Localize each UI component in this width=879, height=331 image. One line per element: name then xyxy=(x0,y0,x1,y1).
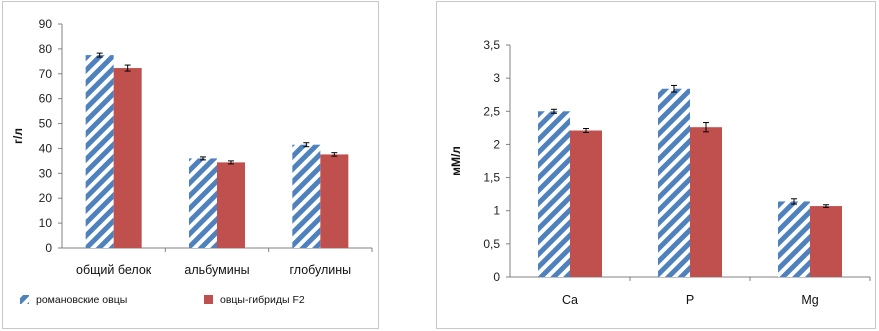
y-tick-label: 0 xyxy=(45,241,52,255)
y-tick-label: 1,5 xyxy=(483,171,500,185)
x-category-label: Mg xyxy=(801,293,818,307)
x-category-label: P xyxy=(686,293,694,307)
legend-swatch xyxy=(204,295,213,304)
y-tick-label: 90 xyxy=(39,17,53,31)
y-tick-label: 0 xyxy=(493,270,500,284)
y-tick-label: 2,5 xyxy=(483,104,500,118)
bar-series1 xyxy=(86,55,114,248)
y-axis-label: мМ/л xyxy=(449,146,463,176)
y-tick-label: 80 xyxy=(39,42,53,56)
bar-series1 xyxy=(189,158,217,248)
bar-series2 xyxy=(114,68,142,248)
y-axis-label: г/л xyxy=(11,128,25,144)
bar-series1 xyxy=(658,89,690,277)
y-tick-label: 0,5 xyxy=(483,237,500,251)
y-tick-label: 3 xyxy=(493,71,500,85)
legend-label: овцы-гибриды F2 xyxy=(220,294,305,306)
legend-swatch xyxy=(20,295,29,304)
bar-series2 xyxy=(320,154,348,248)
bar-series2 xyxy=(810,206,842,277)
y-tick-label: 40 xyxy=(39,141,53,155)
x-category-label: общий белок xyxy=(76,263,152,277)
y-tick-label: 50 xyxy=(39,117,53,131)
y-tick-label: 20 xyxy=(39,191,53,205)
bar-series1 xyxy=(538,111,570,277)
bar-series1 xyxy=(778,201,810,277)
bar-series1 xyxy=(292,145,320,248)
y-tick-label: 30 xyxy=(39,166,53,180)
y-tick-label: 3,5 xyxy=(483,38,500,52)
x-category-label: альбумины xyxy=(184,263,249,277)
y-tick-label: 2 xyxy=(493,137,500,151)
bar-series2 xyxy=(690,127,722,277)
y-tick-label: 70 xyxy=(39,67,53,81)
bar-series2 xyxy=(570,131,602,277)
y-tick-label: 1 xyxy=(493,204,500,218)
bar-series2 xyxy=(217,162,245,248)
x-category-label: глобулины xyxy=(289,263,351,277)
x-category-label: Ca xyxy=(562,293,578,307)
y-tick-label: 60 xyxy=(39,92,53,106)
legend-label: романовские овцы xyxy=(36,294,127,306)
y-tick-label: 10 xyxy=(39,216,53,230)
